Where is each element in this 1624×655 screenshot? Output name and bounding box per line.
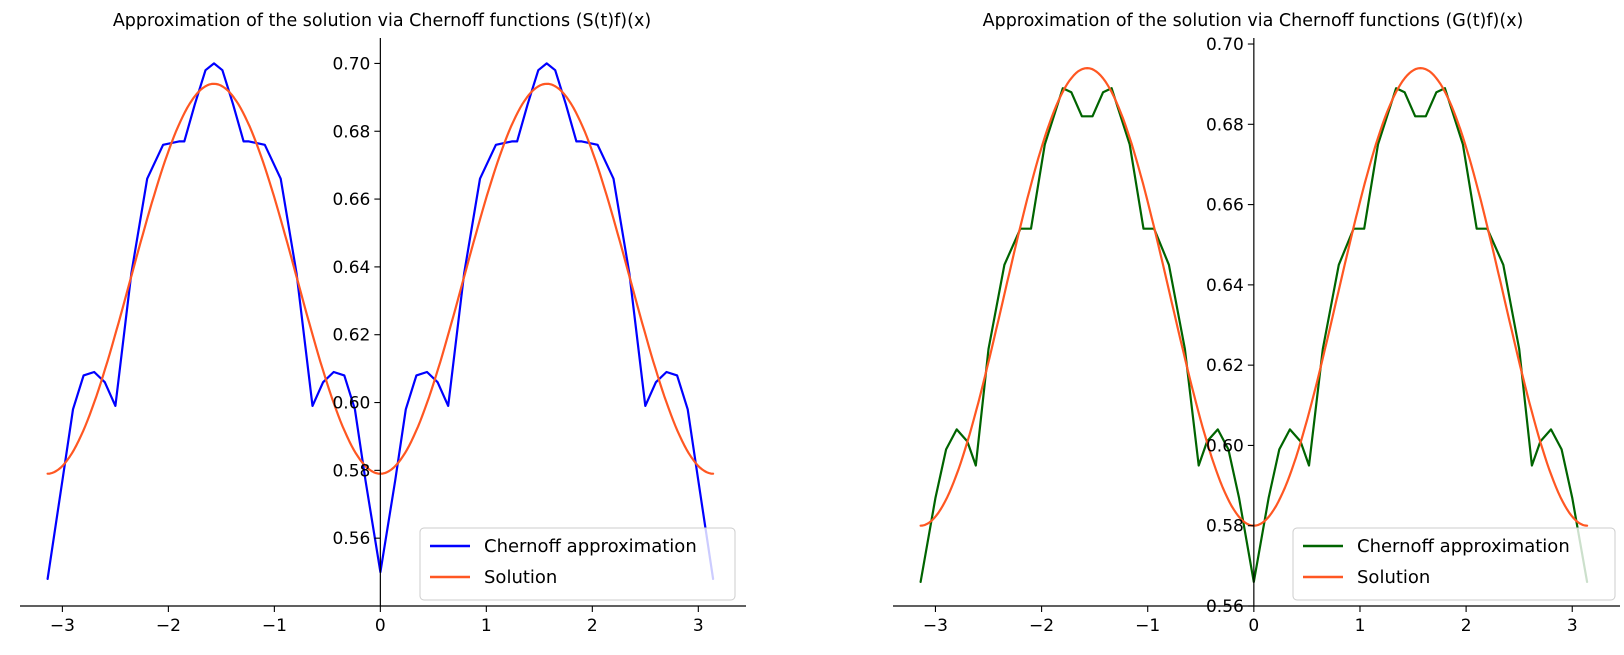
x-tick-label: 3 (1567, 616, 1578, 636)
y-tick-label: 0.58 (1206, 517, 1244, 537)
x-tick-label: −2 (156, 616, 181, 636)
legend-box (419, 527, 736, 601)
chart-s-operator: Approximation of the solution via Cherno… (20, 11, 746, 636)
x-tick-label: 2 (1461, 616, 1472, 636)
y-tick-label: 0.62 (332, 326, 370, 346)
y-tick-label: 0.56 (332, 529, 370, 549)
y-tick-label: 0.58 (332, 461, 370, 481)
x-tick-label: 2 (587, 616, 598, 636)
x-tick-label: −1 (1135, 616, 1160, 636)
y-tick-label: 0.64 (332, 258, 370, 278)
x-tick-label: 1 (481, 616, 492, 636)
y-tick-label: 0.66 (332, 190, 370, 210)
y-tick-label: 0.66 (1206, 196, 1244, 216)
y-tick-label: 0.68 (1206, 115, 1244, 135)
legend-label: Solution (484, 567, 557, 588)
y-tick-label: 0.70 (332, 54, 370, 74)
legend-box (1292, 527, 1616, 601)
x-tick-label: 0 (375, 616, 386, 636)
chart-g-operator: Approximation of the solution via Cherno… (893, 11, 1620, 636)
legend-label: Chernoff approximation (484, 536, 697, 557)
x-tick-label: −3 (923, 616, 948, 636)
chart-title-s: Approximation of the solution via Cherno… (113, 11, 651, 31)
y-tick-label: 0.56 (1206, 597, 1244, 617)
legend-label: Solution (1357, 567, 1430, 588)
y-tick-label: 0.70 (1206, 35, 1244, 55)
x-tick-label: −3 (50, 616, 75, 636)
y-tick-label: 0.64 (1206, 276, 1244, 296)
x-tick-label: 3 (693, 616, 704, 636)
legend-label: Chernoff approximation (1357, 536, 1570, 557)
y-tick-label: 0.68 (332, 122, 370, 142)
x-tick-label: 0 (1248, 616, 1259, 636)
x-tick-label: 1 (1355, 616, 1366, 636)
y-tick-label: 0.60 (332, 394, 370, 414)
chart-title-g: Approximation of the solution via Cherno… (983, 11, 1524, 31)
x-tick-label: −2 (1029, 616, 1054, 636)
y-tick-label: 0.62 (1206, 356, 1244, 376)
y-tick-label: 0.60 (1206, 436, 1244, 456)
x-tick-label: −1 (262, 616, 287, 636)
